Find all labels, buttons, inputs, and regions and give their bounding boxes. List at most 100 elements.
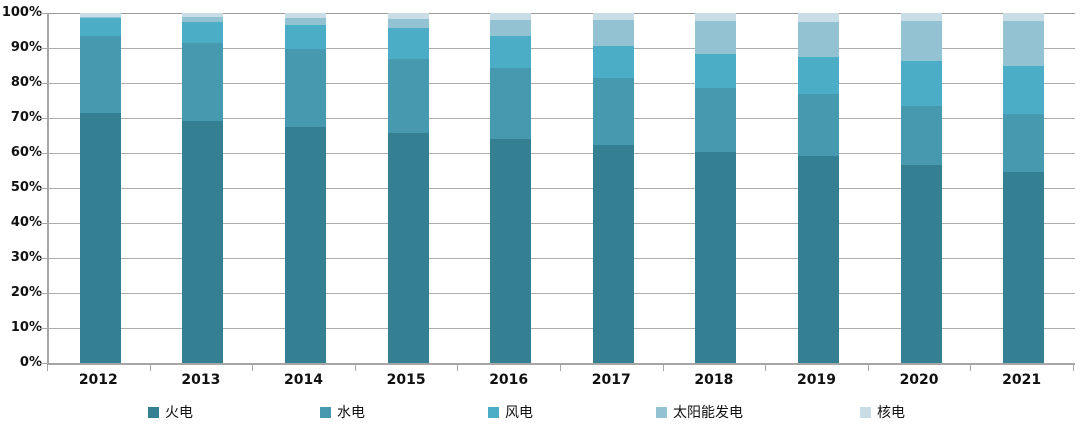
x-label-2013: 2013 — [181, 372, 221, 388]
x-label-2019: 2019 — [796, 372, 836, 388]
bar-segment-2018-series-3 — [695, 21, 737, 54]
x-label-2015: 2015 — [386, 372, 426, 388]
bar-segment-2016-series-4 — [490, 13, 532, 21]
y-tick-label-30: 30% — [10, 250, 42, 265]
x-axis-labels: 2012 2013 2014 2015 2016 2017 2018 2019 2020 2021 — [47, 372, 1073, 388]
bar-segment-2019-series-1 — [798, 93, 839, 156]
bar-segment-2018-series-4 — [695, 13, 737, 22]
bar-segment-2012-series-2 — [79, 17, 121, 37]
bar-segment-2014-series-1 — [285, 49, 326, 127]
x-tick-mark — [867, 365, 869, 371]
y-tick-label-40: 40% — [10, 215, 42, 230]
x-label-2016: 2016 — [489, 372, 529, 388]
y-tick-label-20: 20% — [10, 285, 42, 300]
gridline-40 — [49, 223, 1075, 224]
x-label-2020: 2020 — [899, 372, 939, 388]
bar-segment-2020-series-3 — [900, 21, 942, 62]
bar-segment-2015-series-3 — [387, 18, 429, 29]
x-tick-mark — [560, 365, 561, 371]
y-tick-mark — [40, 118, 47, 119]
bar-2021 — [1003, 13, 1045, 363]
y-tick-mark — [40, 293, 47, 294]
bar-segment-2021-series-0 — [1003, 171, 1045, 363]
x-tick-mark — [662, 365, 664, 371]
bar-segment-2019-series-2 — [798, 57, 839, 94]
bar-segment-2017-series-0 — [592, 145, 634, 363]
bar-segment-2020-series-0 — [900, 164, 942, 363]
bar-segment-2019-series-4 — [798, 13, 839, 22]
bar-segment-2017-series-3 — [592, 20, 634, 47]
bar-segment-2021-series-3 — [1003, 20, 1045, 66]
x-tick-mark — [457, 365, 459, 371]
bar-segment-2020-series-4 — [900, 13, 942, 22]
bar-segment-2014-series-2 — [285, 24, 326, 50]
bar-segment-2015-series-4 — [387, 13, 429, 19]
x-tick-mark — [970, 365, 972, 371]
legend-item-0: 火电 — [148, 402, 193, 422]
bar-segment-2018-series-1 — [695, 87, 737, 153]
legend-label-1: 水电 — [337, 405, 365, 421]
bar-2012 — [79, 13, 121, 363]
bar-2015 — [387, 13, 429, 363]
y-tick-label-60: 60% — [10, 145, 42, 160]
bar-segment-2021-series-2 — [1003, 65, 1045, 115]
bar-2019 — [798, 13, 839, 363]
x-tick-mark — [252, 365, 254, 371]
gridline-30 — [49, 258, 1075, 259]
y-tick-mark — [40, 223, 47, 224]
gridline-20 — [49, 293, 1075, 294]
bar-segment-2015-series-2 — [387, 28, 429, 59]
bar-segment-2012-series-4 — [79, 13, 121, 17]
legend-label-2: 风电 — [505, 405, 533, 421]
y-tick-label-10: 10% — [10, 320, 42, 335]
bar-segment-2021-series-4 — [1003, 13, 1045, 21]
bar-segment-2020-series-1 — [900, 106, 942, 165]
y-tick-label-90: 90% — [10, 40, 42, 55]
bar-segment-2013-series-2 — [182, 21, 224, 43]
legend-item-4: 核电 — [860, 402, 905, 422]
bar-segment-2017-series-2 — [592, 46, 634, 79]
bar-segment-2019-series-0 — [798, 155, 839, 363]
bar-segment-2015-series-1 — [387, 58, 429, 133]
y-tick-mark — [40, 363, 47, 364]
gridline-60 — [49, 153, 1075, 154]
bar-segment-2020-series-2 — [900, 61, 942, 107]
y-tick-label-50: 50% — [10, 180, 42, 195]
bar-segment-2016-series-1 — [490, 67, 532, 139]
gridline-50 — [49, 188, 1075, 189]
gridline-100 — [49, 13, 1075, 14]
bar-segment-2013-series-3 — [182, 17, 224, 22]
bar-segment-2021-series-1 — [1003, 114, 1045, 172]
bar-segment-2016-series-3 — [490, 20, 532, 37]
legend-swatch-icon — [148, 406, 159, 418]
bar-segment-2014-series-4 — [285, 13, 326, 19]
bar-2017 — [592, 13, 634, 363]
bar-segment-2013-series-0 — [182, 120, 224, 363]
bar-segment-2016-series-0 — [490, 139, 532, 363]
y-tick-mark — [40, 188, 47, 189]
y-tick-label-80: 80% — [10, 75, 42, 90]
y-tick-mark — [40, 258, 47, 259]
gridline-80 — [49, 83, 1075, 84]
bar-segment-2014-series-0 — [285, 126, 326, 363]
bar-segment-2015-series-0 — [387, 132, 429, 363]
bar-2018 — [695, 13, 737, 363]
x-tick-mark — [149, 365, 151, 371]
bar-segment-2019-series-3 — [798, 21, 839, 58]
bar-2013 — [182, 13, 224, 363]
legend-item-1: 水电 — [320, 402, 365, 422]
x-tick-mark — [47, 365, 48, 371]
legend-item-3: 太阳能发电 — [656, 402, 743, 422]
bar-segment-2018-series-0 — [695, 152, 737, 363]
x-label-2017: 2017 — [591, 372, 631, 388]
bar-segment-2012-series-3 — [79, 16, 121, 18]
x-tick-mark — [765, 365, 767, 371]
bar-segment-2017-series-1 — [592, 78, 634, 146]
y-tick-label-70: 70% — [10, 110, 42, 125]
y-tick-mark — [40, 13, 47, 14]
legend: 火电 水电 风电 太阳能发电 核电 — [0, 402, 1080, 424]
x-label-2014: 2014 — [284, 372, 323, 388]
y-tick-mark — [40, 48, 47, 49]
legend-swatch-icon — [656, 406, 667, 418]
